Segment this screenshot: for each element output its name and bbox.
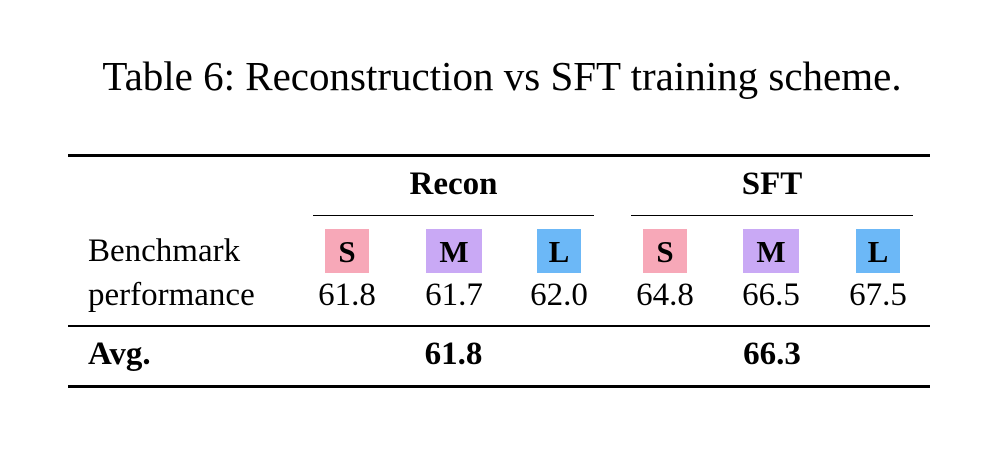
sft-score-m: 66.5: [742, 277, 800, 313]
recon-avg-value: 61.8: [424, 336, 483, 372]
recon-group-header: Recon: [409, 166, 498, 202]
top-rule: [68, 154, 930, 157]
sft-size-l-badge: L: [856, 229, 900, 273]
row-label-benchmark: Benchmark: [88, 233, 241, 269]
mid-rule: [68, 325, 930, 327]
sft-score-s: 64.8: [636, 277, 694, 313]
recon-score-s: 61.8: [318, 277, 376, 313]
sft-size-m-badge: M: [743, 229, 799, 273]
sft-group-header: SFT: [741, 166, 803, 202]
sft-size-s-badge: S: [643, 229, 687, 273]
recon-score-m: 61.7: [425, 277, 483, 313]
sft-avg-value: 66.3: [743, 336, 801, 372]
table-caption: Table 6: Reconstruction vs SFT training …: [102, 53, 902, 99]
avg-row-label: Avg.: [88, 336, 151, 372]
bottom-rule: [68, 385, 930, 388]
sft-score-l: 67.5: [849, 277, 907, 313]
recon-score-l: 62.0: [530, 277, 588, 313]
sft-group-underline: [631, 215, 913, 216]
recon-size-s-badge: S: [325, 229, 369, 273]
recon-size-m-badge: M: [426, 229, 482, 273]
recon-group-underline: [313, 215, 594, 216]
recon-size-l-badge: L: [537, 229, 581, 273]
row-label-performance: performance: [88, 277, 255, 313]
